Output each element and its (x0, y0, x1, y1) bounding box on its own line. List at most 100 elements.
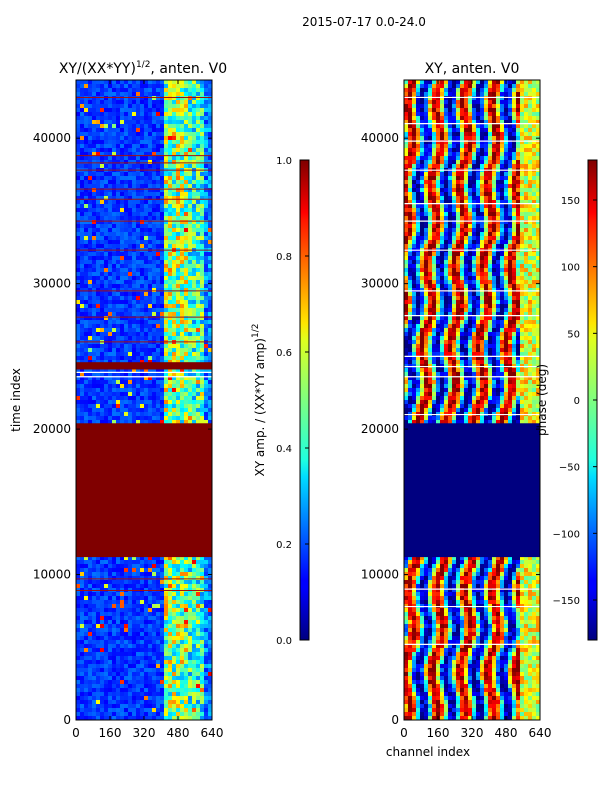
heat-cell (96, 624, 101, 629)
heat-cell (96, 308, 101, 313)
heat-cell (184, 664, 189, 669)
heat-cell (188, 584, 193, 589)
heat-cell (140, 124, 145, 129)
heat-cell (76, 336, 81, 341)
heat-cell (84, 612, 89, 617)
heat-cell (124, 92, 129, 97)
heat-cell (172, 592, 177, 597)
heat-cell (100, 412, 105, 417)
heat-cell (80, 228, 85, 233)
heat-cell (164, 272, 169, 277)
heat-cell (128, 660, 133, 665)
heat-cell (128, 92, 133, 97)
heat-cell (156, 84, 161, 89)
heat-cell (164, 628, 169, 633)
heat-cell (100, 268, 105, 273)
heat-cell (116, 184, 121, 189)
heat-cell (128, 96, 133, 101)
heat-cell (176, 384, 181, 389)
heat-cell (100, 260, 105, 265)
heat-cell (92, 584, 97, 589)
heat-cell (180, 604, 185, 609)
heat-cell (140, 616, 145, 621)
heat-cell (84, 304, 89, 309)
heat-cell (76, 308, 81, 313)
heat-cell (100, 624, 105, 629)
heat-cell (112, 384, 117, 389)
heat-cell (152, 96, 157, 101)
heat-cell (208, 128, 213, 133)
heat-cell (172, 232, 177, 237)
heat-cell (148, 664, 153, 669)
heat-cell (140, 368, 145, 373)
heat-cell (156, 240, 161, 245)
heat-cell (180, 84, 185, 89)
heat-cell (140, 176, 145, 181)
heat-cell (156, 216, 161, 221)
heat-cell (100, 596, 105, 601)
heat-cell (144, 372, 149, 377)
heat-cell (124, 120, 129, 125)
heat-cell (144, 204, 149, 209)
heat-cell (184, 644, 189, 649)
heat-cell (84, 356, 89, 361)
heat-cell (208, 140, 213, 145)
heat-cell (188, 400, 193, 405)
heat-cell (112, 348, 117, 353)
heat-cell (180, 232, 185, 237)
heat-cell (148, 332, 153, 337)
heat-cell (160, 336, 165, 341)
heat-cell (136, 628, 141, 633)
heat-cell (140, 604, 145, 609)
heat-cell (204, 96, 209, 101)
heat-cell (152, 188, 157, 193)
heat-cell (100, 196, 105, 201)
heat-cell (188, 320, 193, 325)
heat-cell (96, 600, 101, 605)
heat-cell (140, 80, 145, 85)
heat-cell (132, 556, 137, 561)
heat-cell (156, 184, 161, 189)
heat-cell (200, 564, 205, 569)
heat-cell (196, 252, 201, 257)
heat-cell (100, 164, 105, 169)
heat-cell (80, 200, 85, 205)
heat-cell (156, 372, 161, 377)
heat-cell (152, 124, 157, 129)
heat-cell (144, 156, 149, 161)
heat-cell (120, 88, 125, 93)
heat-cell (80, 256, 85, 261)
heat-cell (188, 660, 193, 665)
heat-cell (88, 96, 93, 101)
heat-cell (120, 292, 125, 297)
heat-cell (184, 152, 189, 157)
heat-cell (188, 356, 193, 361)
heat-cell (176, 596, 181, 601)
heat-cell (152, 132, 157, 137)
heat-cell (148, 324, 153, 329)
heat-cell (180, 316, 185, 321)
heat-cell (104, 256, 109, 261)
heat-cell (120, 616, 125, 621)
heat-cell (76, 608, 81, 613)
heat-cell (140, 200, 145, 205)
heat-cell (144, 128, 149, 133)
heat-cell (176, 324, 181, 329)
heat-cell (116, 384, 121, 389)
heat-cell (172, 620, 177, 625)
heat-cell (200, 292, 205, 297)
heat-cell (124, 576, 129, 581)
heat-cell (92, 648, 97, 653)
heat-cell (188, 272, 193, 277)
heat-cell (112, 640, 117, 645)
heat-cell (164, 576, 169, 581)
heat-cell (152, 184, 157, 189)
heat-cell (176, 296, 181, 301)
heat-cell (76, 372, 81, 377)
heat-cell (192, 592, 197, 597)
heat-cell (172, 196, 177, 201)
heat-cell (88, 128, 93, 133)
heat-cell (180, 632, 185, 637)
heat-cell (192, 312, 197, 317)
heat-cell (96, 204, 101, 209)
